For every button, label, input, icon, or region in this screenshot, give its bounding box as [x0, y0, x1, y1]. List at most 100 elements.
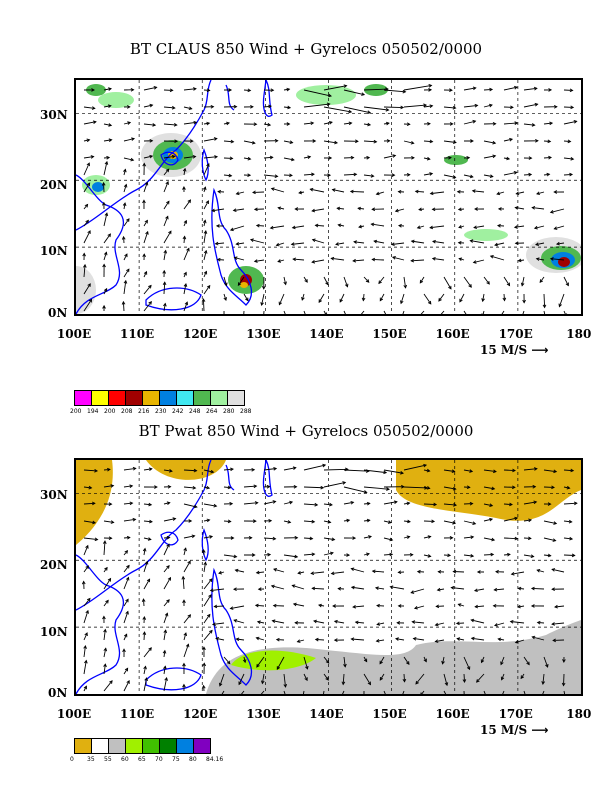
wind-arrow [332, 189, 345, 193]
wind-arrowhead [230, 139, 235, 144]
wind-arrowhead [506, 156, 511, 161]
wind-arrow [263, 468, 277, 471]
wind-arrowhead [94, 468, 99, 473]
wind-arrowhead [307, 155, 312, 159]
wind-arrowhead [126, 680, 130, 684]
wind-arrowhead [103, 287, 108, 292]
wind-arrow [501, 673, 505, 680]
wind-arrowhead [272, 536, 277, 541]
wind-arrow [183, 156, 196, 159]
wind-arrow [215, 637, 225, 641]
wind-arrowhead [126, 105, 131, 109]
wind-arrowhead [361, 297, 366, 302]
wind-arrowhead [298, 190, 303, 195]
colorbar-label: 80 [189, 756, 197, 763]
wind-arrowhead [466, 156, 471, 160]
wind-arrow [303, 673, 308, 681]
wind-arrow [523, 519, 532, 522]
panel1-title: BT CLAUS 850 Wind + Gyrelocs 050502/0000 [129, 40, 483, 58]
wind-arrowhead [528, 156, 533, 160]
wind-arrow [103, 123, 112, 126]
wind-arrow [143, 301, 152, 312]
wind-arrowhead [147, 537, 152, 541]
wind-arrowhead [379, 660, 383, 665]
wind-arrow [143, 86, 157, 91]
lon-label: 130E [246, 707, 281, 721]
wind-arrow [83, 565, 89, 573]
wind-arrowhead [233, 554, 238, 559]
wind-arrowhead [233, 256, 238, 260]
wind-arrow [517, 605, 525, 608]
wind-arrowhead [497, 207, 502, 211]
wind-arrowhead [370, 174, 375, 178]
wind-arrowhead [406, 535, 411, 539]
wind-arrowhead [368, 535, 372, 539]
wind-arrowhead [527, 536, 532, 541]
wind-arrowhead [406, 172, 411, 177]
lon-label: 130E [246, 327, 281, 341]
wind-arrow [203, 220, 206, 227]
wind-arrowhead [108, 123, 113, 127]
wind-arrowhead [494, 242, 499, 247]
wind-arrowhead [367, 681, 371, 686]
wind-arrowhead [448, 155, 452, 160]
wind-arrow [312, 587, 325, 590]
wind-arrow [203, 200, 209, 210]
wind-arrowhead [532, 484, 537, 489]
wind-arrow [443, 276, 452, 290]
vector-scale-label-2: 15 M/S ⟶ [480, 723, 549, 737]
wind-arrowhead [387, 520, 392, 524]
wind-arrowhead [553, 469, 558, 474]
wind-arrowhead [292, 257, 297, 262]
wind-arrowhead [165, 168, 170, 173]
wind-arrowhead [481, 298, 485, 303]
wind-arrow [403, 276, 407, 288]
wind-arrowhead [554, 604, 558, 609]
wind-arrow [283, 554, 298, 558]
wind-arrowhead [510, 105, 514, 110]
wind-arrowhead [561, 682, 566, 687]
wind-arrow [303, 276, 308, 283]
wind-arrowhead [428, 88, 433, 92]
wind-arrow [223, 520, 231, 523]
cloud-shading [364, 84, 388, 96]
coastline-hainan [160, 531, 179, 546]
pwat-wind-map [74, 458, 583, 696]
coastline-japan [262, 460, 273, 497]
wind-arrow [482, 293, 485, 302]
wind-arrow [403, 464, 427, 471]
wind-arrow [503, 122, 518, 125]
wind-arrowhead [168, 230, 172, 235]
wind-arrow [163, 677, 168, 692]
wind-arrow [256, 225, 265, 227]
wind-arrow [523, 123, 535, 126]
colorbar-label: 288 [240, 408, 252, 415]
wind-arrow [203, 250, 207, 261]
wind-arrow [283, 276, 287, 285]
wind-arrow [203, 630, 213, 641]
wind-arrowhead [210, 469, 215, 474]
wind-arrowhead [132, 517, 137, 522]
wind-arrow [496, 191, 505, 195]
wind-arrow [243, 502, 258, 505]
wind-arrow [183, 220, 187, 227]
wind-arrow [531, 587, 545, 590]
wind-arrowhead [546, 172, 551, 177]
wind-arrow [312, 259, 325, 263]
coastline-korea [225, 464, 235, 491]
dry-region-pacific [396, 460, 581, 521]
wind-arrowhead [337, 586, 342, 591]
wind-arrow [417, 225, 425, 229]
wind-arrow [143, 599, 145, 607]
wind-arrowhead [164, 676, 168, 681]
wind-arrowhead [571, 553, 576, 558]
wind-arrow [443, 520, 456, 524]
lon-label: 110E [119, 327, 155, 341]
wind-arrowhead [162, 281, 167, 286]
wind-arrowhead [314, 502, 319, 507]
wind-arrow [563, 310, 566, 314]
wind-arrow [514, 225, 525, 228]
wind-arrow [123, 518, 136, 522]
colorbar-swatch [125, 390, 143, 406]
wind-arrowhead [426, 486, 431, 490]
